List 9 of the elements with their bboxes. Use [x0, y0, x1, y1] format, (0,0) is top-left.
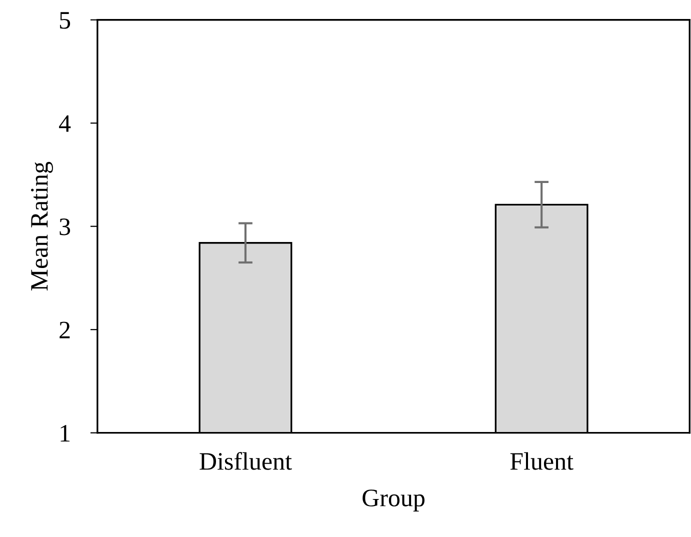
y-axis-title: Mean Rating [31, 162, 53, 291]
x-tick-label: Disfluent [200, 452, 292, 470]
y-tick-label: 5 [60, 12, 70, 29]
y-tick-label: 1 [60, 424, 70, 442]
y-tick-label: 3 [60, 218, 70, 236]
x-tick-label: Fluent [510, 452, 574, 470]
y-tick-label: 2 [60, 322, 70, 338]
x-axis-title: Group [362, 490, 424, 512]
y-tick-label: 4 [59, 115, 71, 132]
